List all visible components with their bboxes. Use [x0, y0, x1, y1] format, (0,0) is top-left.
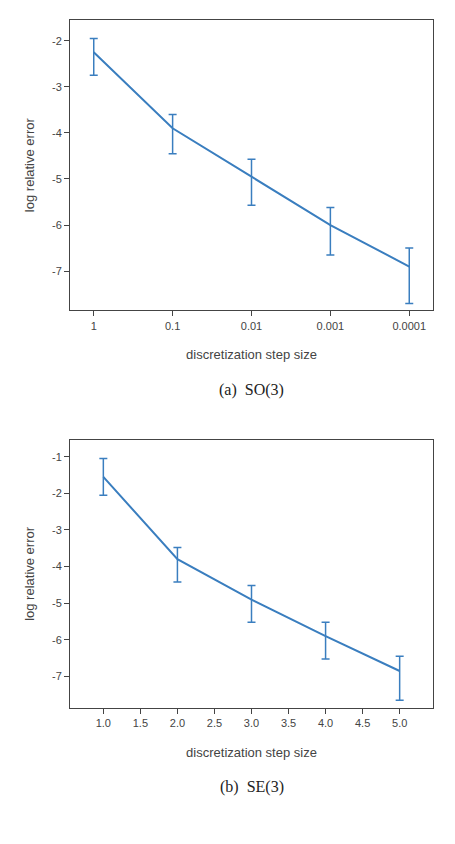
svg-text:-6: -6	[52, 634, 62, 646]
svg-text:0.001: 0.001	[317, 320, 345, 332]
svg-text:4.5: 4.5	[355, 717, 370, 729]
svg-text:3.0: 3.0	[244, 717, 259, 729]
svg-text:log relative error: log relative error	[22, 118, 37, 213]
svg-text:1.5: 1.5	[133, 717, 148, 729]
svg-text:-4: -4	[52, 560, 62, 572]
svg-text:discretization step size: discretization step size	[186, 745, 317, 760]
svg-text:-3: -3	[52, 524, 62, 536]
svg-text:-1: -1	[52, 451, 62, 463]
svg-text:-5: -5	[52, 173, 62, 185]
svg-text:(b) SE(3): (b) SE(3)	[220, 778, 284, 796]
svg-text:0.01: 0.01	[241, 320, 262, 332]
svg-text:1: 1	[91, 320, 97, 332]
svg-text:-7: -7	[52, 670, 62, 682]
svg-text:-2: -2	[52, 487, 62, 499]
svg-text:2.5: 2.5	[207, 717, 222, 729]
svg-text:1.0: 1.0	[96, 717, 111, 729]
svg-text:-5: -5	[52, 597, 62, 609]
svg-text:-3: -3	[52, 81, 62, 93]
svg-text:-2: -2	[52, 35, 62, 47]
svg-text:-4: -4	[52, 127, 62, 139]
svg-text:3.5: 3.5	[281, 717, 296, 729]
svg-text:2.0: 2.0	[170, 717, 185, 729]
svg-text:-6: -6	[52, 219, 62, 231]
svg-text:(a) SO(3): (a) SO(3)	[219, 381, 284, 399]
svg-text:0.0001: 0.0001	[392, 320, 426, 332]
svg-text:discretization step size: discretization step size	[186, 347, 317, 362]
svg-text:0.1: 0.1	[165, 320, 180, 332]
svg-text:5.0: 5.0	[392, 717, 407, 729]
svg-text:4.0: 4.0	[318, 717, 333, 729]
svg-text:-7: -7	[52, 265, 62, 277]
svg-text:log relative error: log relative error	[22, 526, 37, 621]
